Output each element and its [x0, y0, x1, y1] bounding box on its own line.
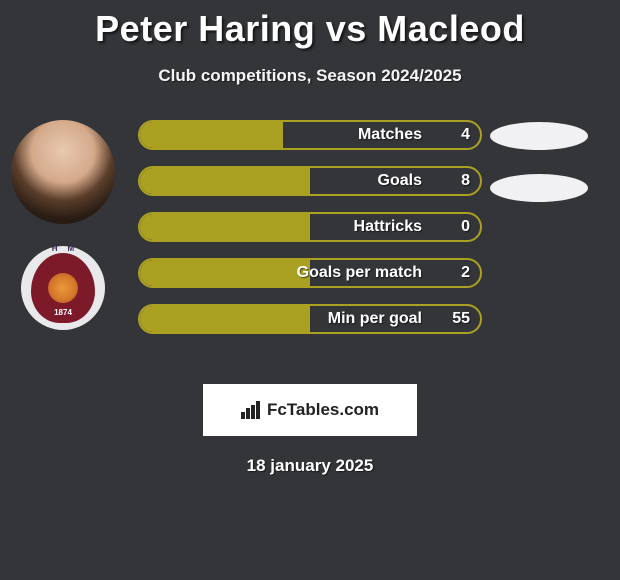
- stat-bar: Goals per match 2: [138, 258, 482, 288]
- stat-bar-label: Hattricks: [140, 214, 428, 240]
- stat-bar-label: Goals per match: [140, 260, 428, 286]
- brand-box: FcTables.com: [203, 384, 417, 436]
- chart-icon: [241, 401, 263, 419]
- stat-bar-value: 55: [452, 306, 470, 332]
- stat-bar-value: 4: [461, 122, 470, 148]
- crest-letters: HM: [21, 244, 105, 253]
- stat-bar-value: 2: [461, 260, 470, 286]
- subtitle: Club competitions, Season 2024/2025: [0, 66, 620, 86]
- crest-year: 1874: [31, 308, 95, 317]
- stat-bar-value: 8: [461, 168, 470, 194]
- placeholder-ellipse: [490, 174, 588, 202]
- player-avatar: [11, 120, 115, 224]
- club-crest: HM 1874: [21, 246, 105, 330]
- page-title: Peter Haring vs Macleod: [0, 0, 620, 50]
- crest-ball-icon: [48, 273, 78, 303]
- stat-bar: Hattricks 0: [138, 212, 482, 242]
- placeholder-ellipse: [490, 122, 588, 150]
- right-column: [490, 120, 610, 226]
- stat-bar-label: Goals: [140, 168, 428, 194]
- comparison-content: HM 1874 Matches 4 Goals 8 Hattricks 0 Goals pe…: [0, 120, 620, 380]
- stat-bar-value: 0: [461, 214, 470, 240]
- stat-bar: Goals 8: [138, 166, 482, 196]
- stat-bars: Matches 4 Goals 8 Hattricks 0 Goals per match 2…: [138, 120, 482, 350]
- stat-bar-label: Matches: [140, 122, 428, 148]
- stat-bar-label: Min per goal: [140, 306, 428, 332]
- report-date: 18 january 2025: [0, 456, 620, 476]
- crest-shield: 1874: [31, 253, 95, 323]
- left-column: HM 1874: [8, 120, 118, 330]
- brand-text: FcTables.com: [267, 400, 379, 420]
- stat-bar: Matches 4: [138, 120, 482, 150]
- stat-bar: Min per goal 55: [138, 304, 482, 334]
